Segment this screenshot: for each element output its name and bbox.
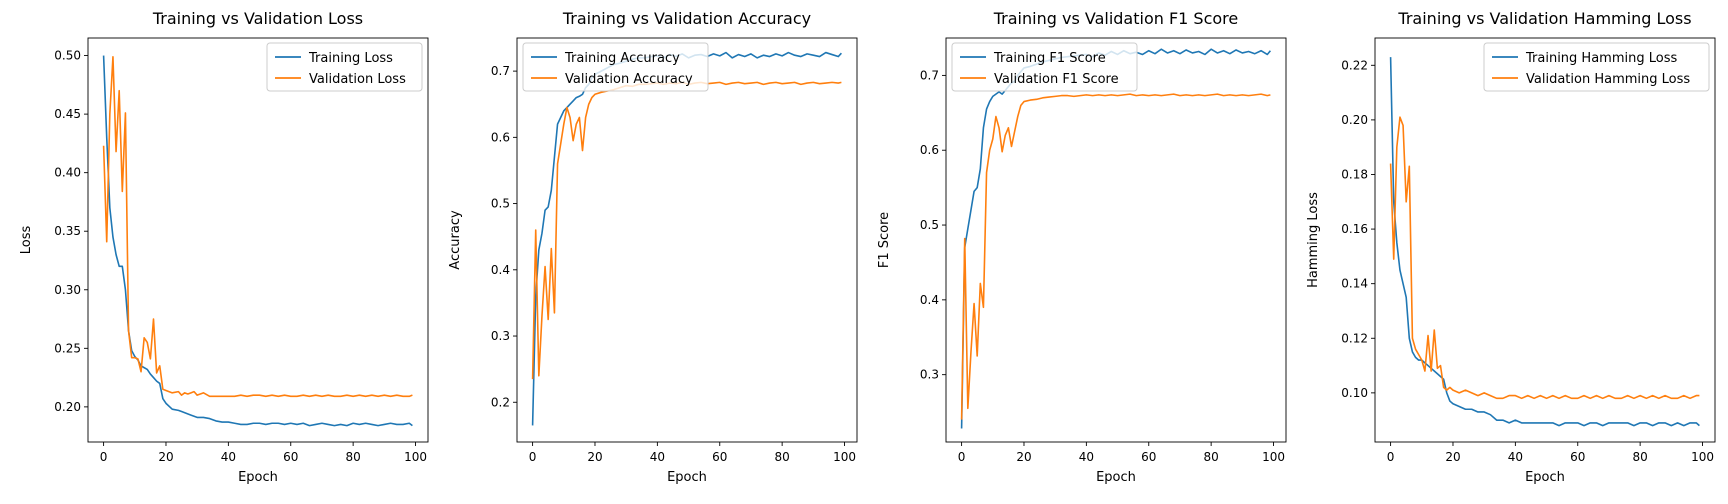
- x-tick-label: 60: [1141, 450, 1156, 464]
- chart-title: Training vs Validation Loss: [152, 9, 363, 28]
- x-tick-label: 60: [283, 450, 298, 464]
- chart-panel-1: 0 20 40 60 80 100 0.2 0.3 0.4 0.5 0.6 0.7 Training v…: [448, 9, 858, 485]
- x-axis-label: Epoch: [667, 470, 707, 485]
- legend: Training Loss Validation Loss: [266, 42, 423, 92]
- legend-label: Training Loss: [308, 51, 393, 66]
- y-tick-label: 0.16: [1341, 222, 1368, 236]
- legend-label: Training F1 Score: [993, 51, 1106, 66]
- x-tick-label: 40: [1508, 450, 1523, 464]
- y-tick-label: 0.7: [491, 64, 510, 78]
- series-line-validation: [960, 93, 1271, 420]
- x-tick-label: 80: [345, 450, 360, 464]
- y-tick-label: 0.4: [491, 263, 510, 277]
- legend-box: [266, 42, 423, 92]
- x-tick-label: 40: [650, 450, 665, 464]
- chart-panel-0: 0 20 40 60 80 100 0.20 0.25 0.30 0.35 0.40 0.45 0.50…: [19, 9, 429, 485]
- x-tick-label: 60: [1570, 450, 1585, 464]
- y-tick-label: 0.20: [54, 400, 81, 414]
- legend-label: Validation Accuracy: [565, 72, 693, 87]
- y-tick-label: 0.20: [1341, 113, 1368, 127]
- x-tick-label: 100: [1691, 450, 1714, 464]
- series-line-validation: [1389, 116, 1700, 400]
- chart-title: Training vs Validation F1 Score: [993, 9, 1238, 28]
- legend-label: Training Hamming Loss: [1525, 51, 1677, 66]
- x-tick-label: 0: [100, 450, 108, 464]
- y-tick-label: 0.2: [491, 395, 510, 409]
- y-tick-label: 0.35: [54, 224, 81, 238]
- chart-title: Training vs Validation Hamming Loss: [1397, 9, 1691, 28]
- x-axis-label: Epoch: [238, 470, 278, 485]
- y-axis-label: Accuracy: [448, 210, 463, 270]
- x-tick-label: 0: [1387, 450, 1395, 464]
- legend-label: Validation Loss: [309, 72, 406, 87]
- x-axis-label: Epoch: [1096, 470, 1136, 485]
- x-tick-label: 20: [1445, 450, 1460, 464]
- legend-label: Validation F1 Score: [994, 72, 1119, 87]
- series-line-validation: [102, 55, 413, 398]
- x-tick-label: 80: [1632, 450, 1647, 464]
- legend-label: Training Accuracy: [564, 51, 680, 66]
- y-tick-label: 0.14: [1341, 277, 1368, 291]
- legend-box: [951, 42, 1138, 92]
- x-tick-label: 40: [221, 450, 236, 464]
- legend-label: Validation Hamming Loss: [1526, 72, 1690, 87]
- y-tick-label: 0.50: [54, 49, 81, 63]
- plot-frame: [87, 37, 429, 443]
- x-tick-label: 20: [587, 450, 602, 464]
- y-tick-label: 0.22: [1341, 58, 1368, 72]
- x-tick-label: 0: [958, 450, 966, 464]
- legend: Training Hamming Loss Validation Hamming …: [1483, 42, 1710, 92]
- y-tick-label: 0.30: [54, 283, 81, 297]
- y-tick-label: 0.5: [920, 218, 939, 232]
- series-line-validation: [531, 81, 842, 380]
- y-tick-label: 0.5: [491, 197, 510, 211]
- x-tick-label: 100: [833, 450, 856, 464]
- plot-frame: [1374, 37, 1716, 443]
- x-tick-label: 100: [1262, 450, 1285, 464]
- series-line-training: [1389, 57, 1700, 427]
- y-axis-label: F1 Score: [877, 212, 892, 268]
- x-tick-label: 0: [529, 450, 537, 464]
- series-line-training: [960, 48, 1272, 429]
- y-tick-label: 0.7: [920, 68, 939, 82]
- x-tick-label: 20: [1016, 450, 1031, 464]
- x-tick-label: 20: [158, 450, 173, 464]
- y-tick-label: 0.3: [491, 329, 510, 343]
- legend-box: [522, 42, 709, 92]
- x-tick-label: 80: [1203, 450, 1218, 464]
- y-tick-label: 0.4: [920, 293, 939, 307]
- y-tick-label: 0.6: [491, 130, 510, 144]
- series-line-training: [102, 55, 413, 427]
- y-tick-label: 0.45: [54, 107, 81, 121]
- legend-box: [1483, 42, 1710, 92]
- plot-frame: [945, 37, 1287, 443]
- x-axis-label: Epoch: [1525, 470, 1565, 485]
- y-tick-label: 0.18: [1341, 167, 1368, 181]
- series-line-training: [531, 51, 842, 426]
- y-tick-label: 0.12: [1341, 331, 1368, 345]
- x-tick-label: 40: [1079, 450, 1094, 464]
- plot-frame: [516, 37, 858, 443]
- y-tick-label: 0.25: [54, 341, 81, 355]
- chart-title: Training vs Validation Accuracy: [562, 9, 811, 28]
- x-tick-label: 60: [712, 450, 727, 464]
- legend: Training F1 Score Validation F1 Score: [951, 42, 1138, 92]
- legend: Training Accuracy Validation Accuracy: [522, 42, 709, 92]
- y-tick-label: 0.10: [1341, 386, 1368, 400]
- y-axis-label: Hamming Loss: [1306, 192, 1321, 288]
- y-tick-label: 0.6: [920, 143, 939, 157]
- x-tick-label: 80: [774, 450, 789, 464]
- y-axis-label: Loss: [19, 226, 34, 255]
- y-tick-label: 0.3: [920, 368, 939, 382]
- chart-panel-2: 0 20 40 60 80 100 0.3 0.4 0.5 0.6 0.7 Training vs V…: [877, 9, 1287, 485]
- chart-panel-3: 0 20 40 60 80 100 0.10 0.12 0.14 0.16 0.18 0.20 0.22…: [1306, 9, 1716, 485]
- x-tick-label: 100: [404, 450, 427, 464]
- y-tick-label: 0.40: [54, 166, 81, 180]
